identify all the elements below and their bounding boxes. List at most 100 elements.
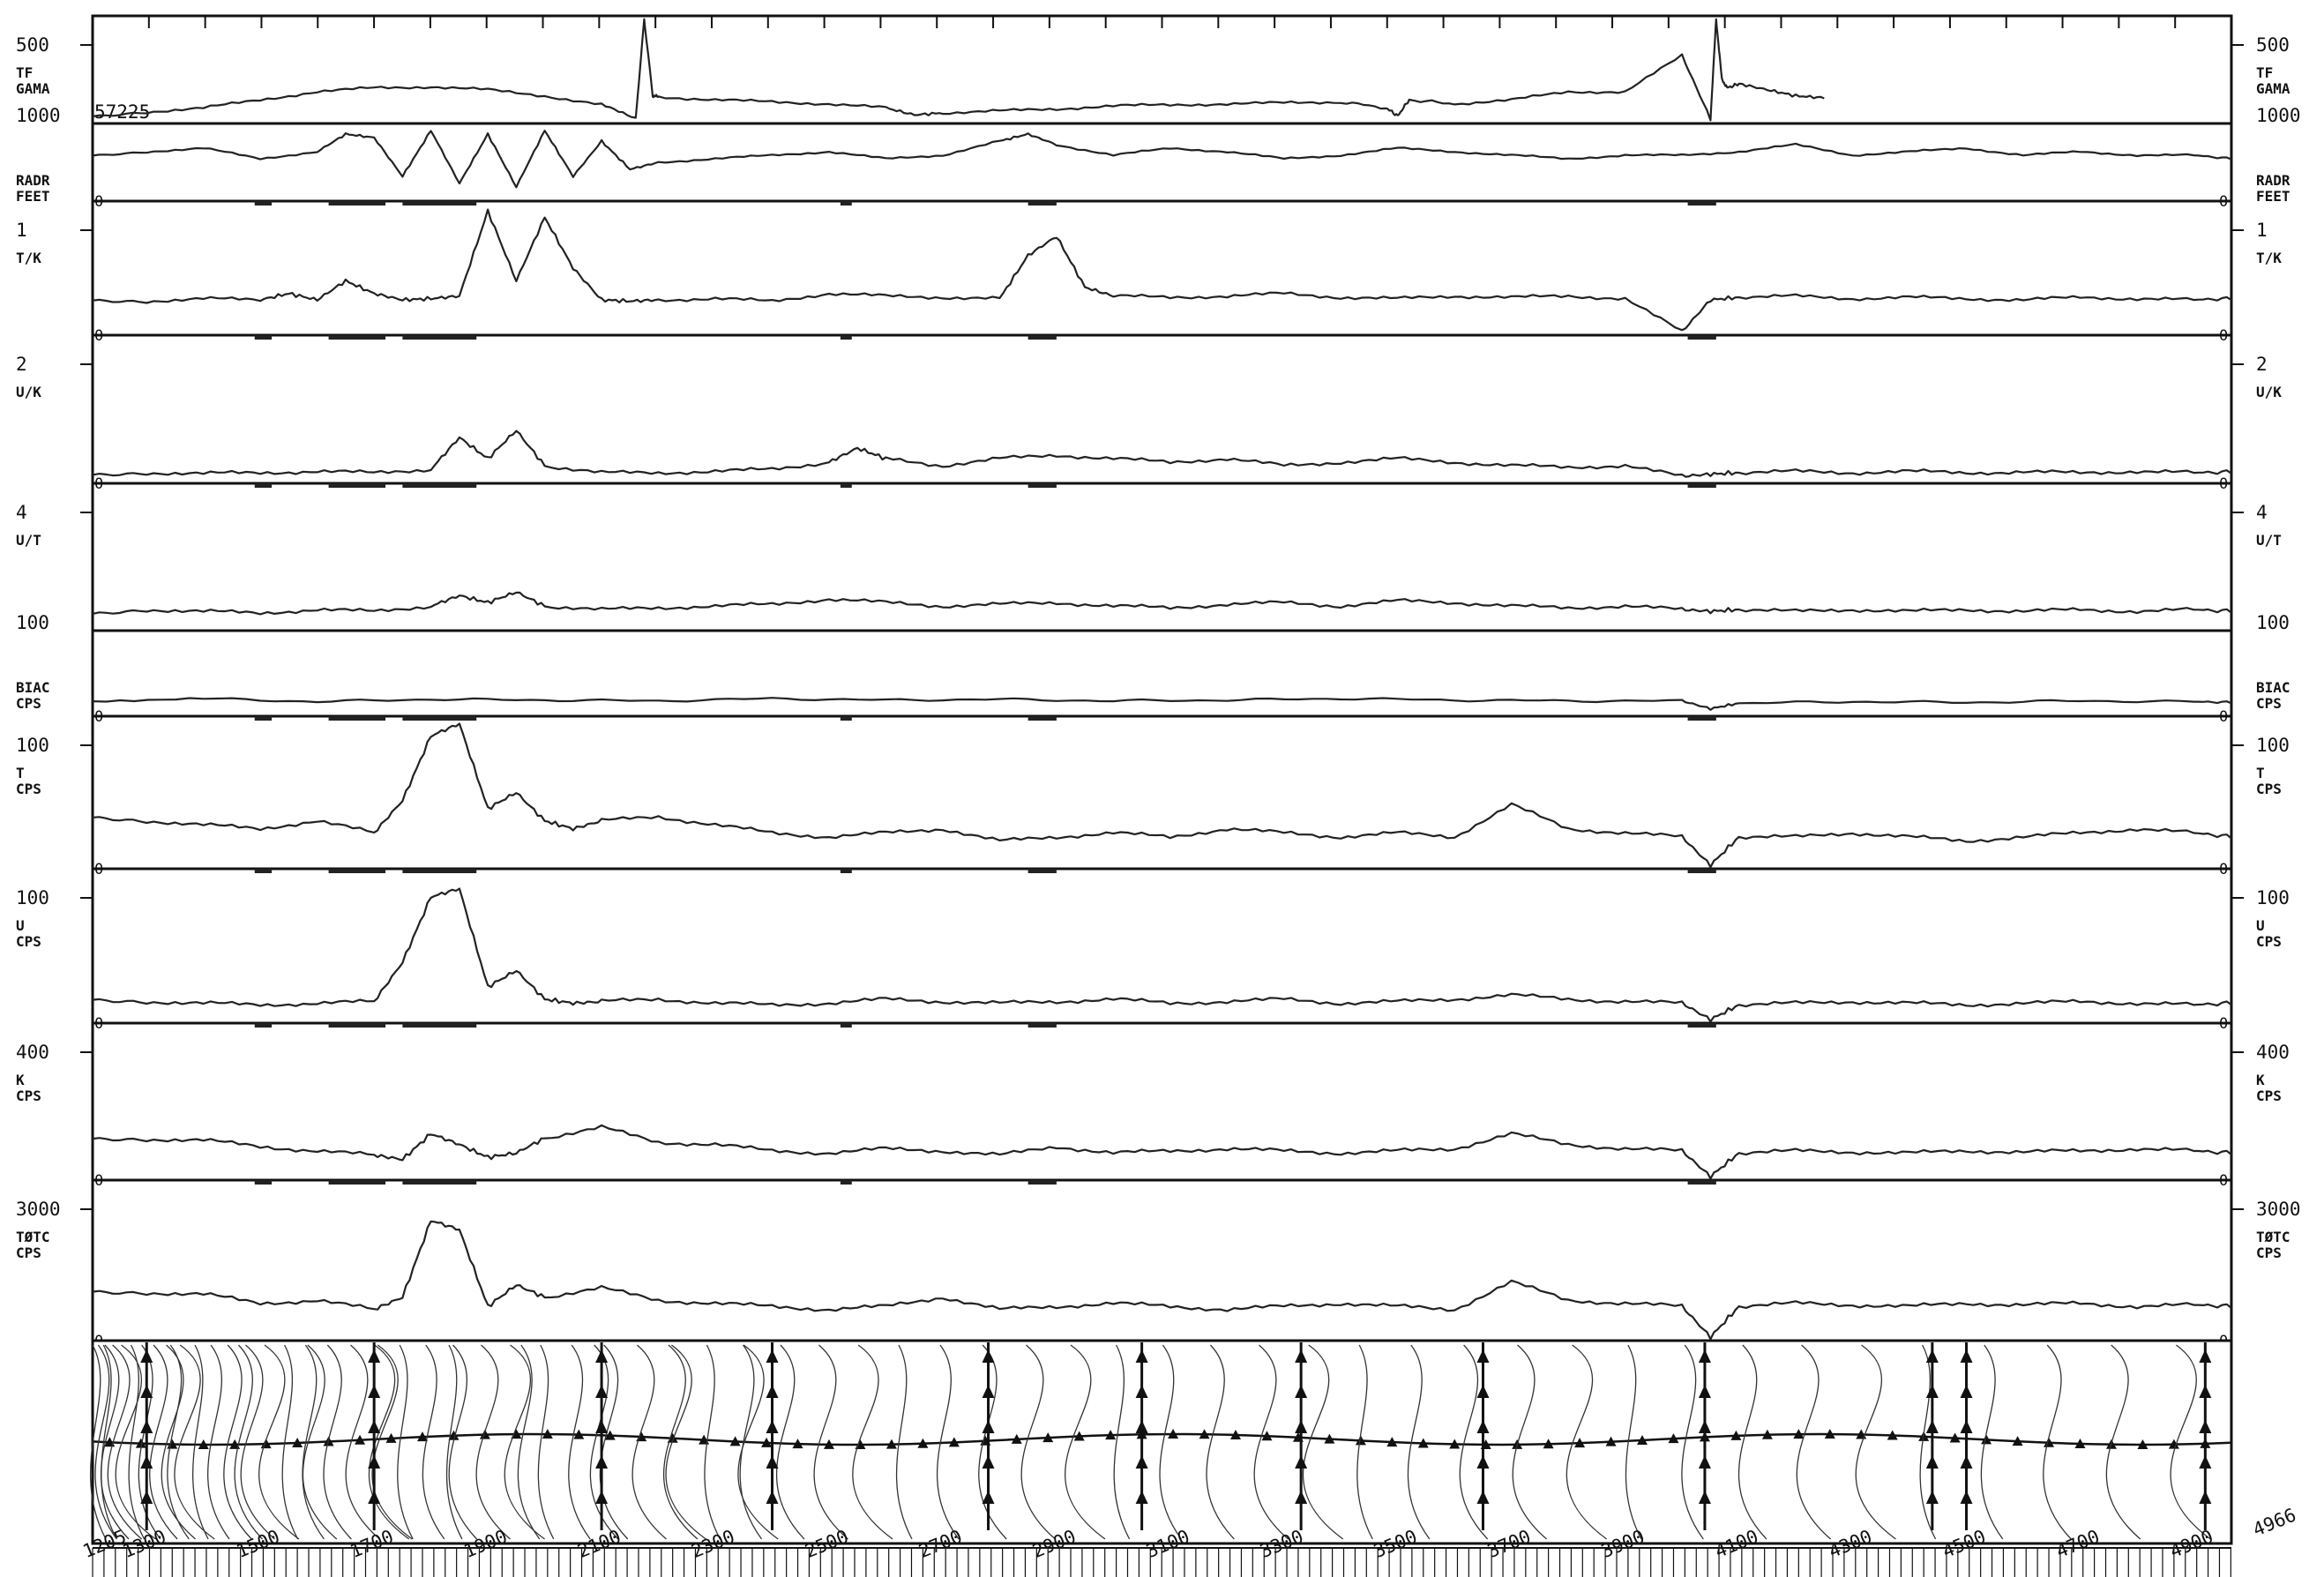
trace-u_t	[92, 591, 2232, 616]
geologic-contact	[665, 1344, 706, 1540]
flag-bar	[254, 201, 273, 206]
geologic-contact	[94, 1344, 117, 1540]
panel-zero-label: 0	[2219, 861, 2228, 878]
geologic-contact	[662, 1344, 699, 1540]
trace-k_cps	[92, 1124, 2232, 1180]
fiducial-marker	[1637, 1434, 1648, 1445]
geologic-contact	[936, 1344, 960, 1540]
panel-label: CPS	[2256, 695, 2282, 712]
panel-label: CPS	[16, 695, 41, 712]
panel-scale-top: 100	[16, 735, 49, 756]
panel-label: T	[2256, 765, 2265, 781]
flag-bar	[328, 1023, 386, 1028]
fiducial-marker	[1824, 1429, 1835, 1439]
geologic-contact	[1625, 1344, 1642, 1540]
cross-line-marker	[982, 1491, 995, 1504]
panel-t_k: 1 T/K 0 1 T/K 0	[16, 208, 2282, 345]
panel-u_k: 2 U/K 0 2 U/K 0	[16, 354, 2282, 493]
fiducial-marker	[792, 1439, 803, 1449]
cross-line-marker	[1960, 1491, 1973, 1504]
panel-scale-top: 3000	[2256, 1199, 2301, 1220]
flag-bar	[328, 869, 386, 873]
trace-totc_cps	[92, 1220, 2232, 1341]
cross-line-marker	[1476, 1349, 1490, 1363]
cross-line-marker	[595, 1491, 609, 1504]
geologic-contact	[128, 1344, 146, 1540]
cross-line-marker	[1295, 1455, 1308, 1469]
fiducial-marker	[1761, 1429, 1773, 1439]
panel-scale-top: 2	[2256, 354, 2268, 375]
panel-label: CPS	[2256, 1244, 2282, 1261]
cross-line-marker	[766, 1385, 779, 1398]
cross-line-marker	[2199, 1349, 2212, 1363]
flag-bar	[840, 201, 852, 206]
cross-line-marker	[368, 1455, 381, 1469]
panel-zero-label: 0	[94, 708, 103, 726]
geologic-contact	[115, 1344, 156, 1540]
geologic-contact	[631, 1344, 667, 1540]
flag-bar	[840, 483, 852, 488]
panel-scale-top: 4	[16, 502, 27, 523]
geologic-contact	[1681, 1344, 1704, 1540]
flag-bar	[1687, 1180, 1716, 1185]
flag-bar	[328, 201, 386, 206]
trace-u_cps	[92, 887, 2232, 1023]
fiducial-marker	[1011, 1433, 1022, 1444]
geologic-contact	[568, 1344, 591, 1540]
geologic-contact	[234, 1344, 263, 1540]
geologic-contact	[852, 1344, 893, 1540]
flag-bar	[402, 335, 477, 340]
fiducial-marker	[1793, 1429, 1805, 1439]
panel-label: BIAC	[2256, 679, 2290, 696]
panel-label: TF	[2256, 64, 2273, 81]
cross-line-marker	[1925, 1420, 1939, 1433]
panel-label: CPS	[16, 1244, 41, 1261]
panel-u_t: 4 U/T 100 4 U/T 100	[16, 502, 2290, 633]
cross-line-marker	[140, 1385, 153, 1398]
fiducial-marker	[1543, 1439, 1554, 1449]
map-frame	[91, 1339, 2233, 1545]
cross-line-marker	[1960, 1455, 1973, 1469]
trace-u_k	[92, 430, 2232, 478]
panel-zero-label: 0	[2219, 1015, 2228, 1033]
fiducial-marker	[542, 1429, 553, 1439]
geologic-contact	[1253, 1344, 1289, 1540]
trace-t_cps	[92, 722, 2232, 869]
cross-line-marker	[1925, 1385, 1939, 1398]
panel-label: CPS	[2256, 781, 2282, 797]
flag-bar	[1027, 1023, 1057, 1028]
geologic-contact	[475, 1344, 511, 1540]
fiducial-marker	[1949, 1432, 1961, 1443]
geologic-contact	[1737, 1344, 1767, 1540]
fiducial-marker	[1730, 1430, 1742, 1440]
cross-line-marker	[1698, 1349, 1711, 1363]
flag-bar	[328, 1180, 386, 1185]
cross-line-marker	[766, 1491, 779, 1504]
panel-label: RADR	[2256, 172, 2290, 189]
fiducial-marker	[1574, 1438, 1586, 1448]
flag-bar	[1027, 483, 1057, 488]
cross-line-marker	[1476, 1385, 1490, 1398]
geologic-contact	[422, 1344, 445, 1540]
flag-bar	[840, 335, 852, 340]
cross-line-marker	[595, 1349, 609, 1363]
cross-line-marker	[1476, 1491, 1490, 1504]
panel-zero-label: 0	[2219, 327, 2228, 345]
geologic-contact	[1302, 1344, 1344, 1540]
panel-label: T/K	[2256, 250, 2282, 266]
fiducial-marker	[448, 1430, 460, 1440]
cross-line-marker	[368, 1420, 381, 1433]
panel-zero-label: 0	[94, 475, 103, 493]
panel-label: U/K	[16, 384, 41, 400]
flag-bar	[254, 869, 273, 873]
record-id: 57225	[94, 101, 150, 123]
geologic-contact	[240, 1344, 275, 1540]
cross-line-marker	[1295, 1491, 1308, 1504]
geologic-contact	[1159, 1344, 1182, 1540]
fiducial-marker	[573, 1429, 585, 1439]
flag-bar	[328, 335, 386, 340]
geologic-contact	[1356, 1344, 1373, 1540]
panel-scale-top: 100	[2256, 735, 2290, 756]
cross-line-marker	[595, 1420, 609, 1433]
panel-label: CPS	[2256, 1087, 2282, 1104]
